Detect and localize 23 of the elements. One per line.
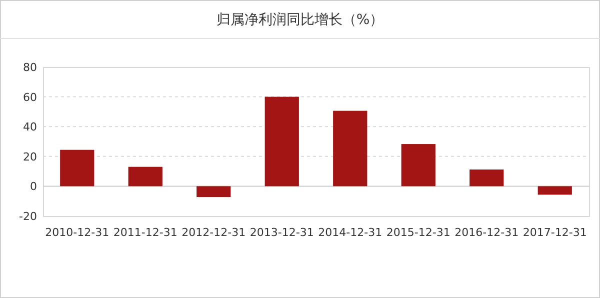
y-tick-label: -20: [19, 210, 37, 223]
x-tick-label: 2013-12-31: [250, 226, 314, 239]
bar: [60, 150, 94, 186]
y-tick-label: 40: [23, 120, 37, 134]
chart-title: 归属净利润同比增长（%）: [216, 12, 384, 28]
y-tick-label: 80: [23, 61, 37, 74]
bar: [538, 186, 572, 195]
bar: [470, 170, 504, 186]
x-tick-label: 2012-12-31: [182, 226, 246, 239]
x-tick-label: 2016-12-31: [454, 226, 519, 239]
y-tick-label: 0: [30, 180, 37, 194]
x-tick-label: 2011-12-31: [113, 226, 178, 239]
bar: [196, 186, 231, 198]
x-tick-label: 2014-12-31: [318, 226, 382, 239]
y-tick-label: 60: [23, 90, 37, 104]
bar: [128, 166, 162, 186]
bar: [333, 110, 368, 186]
x-tick-label: 2010-12-31: [45, 226, 110, 239]
x-tick-label: 2017-12-31: [522, 226, 587, 239]
bar: [401, 144, 436, 186]
x-tick-label: 2015-12-31: [386, 226, 450, 239]
bar: [264, 96, 299, 186]
y-tick-label: 20: [23, 150, 37, 164]
